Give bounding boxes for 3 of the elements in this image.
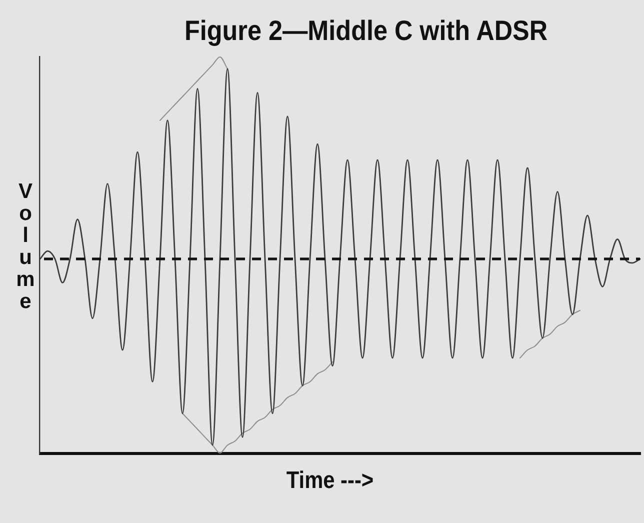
y-axis-title: Volume xyxy=(14,180,37,312)
chart-title: Figure 2—Middle C with ADSR xyxy=(184,15,548,48)
x-axis-title: Time ---> xyxy=(286,467,374,495)
